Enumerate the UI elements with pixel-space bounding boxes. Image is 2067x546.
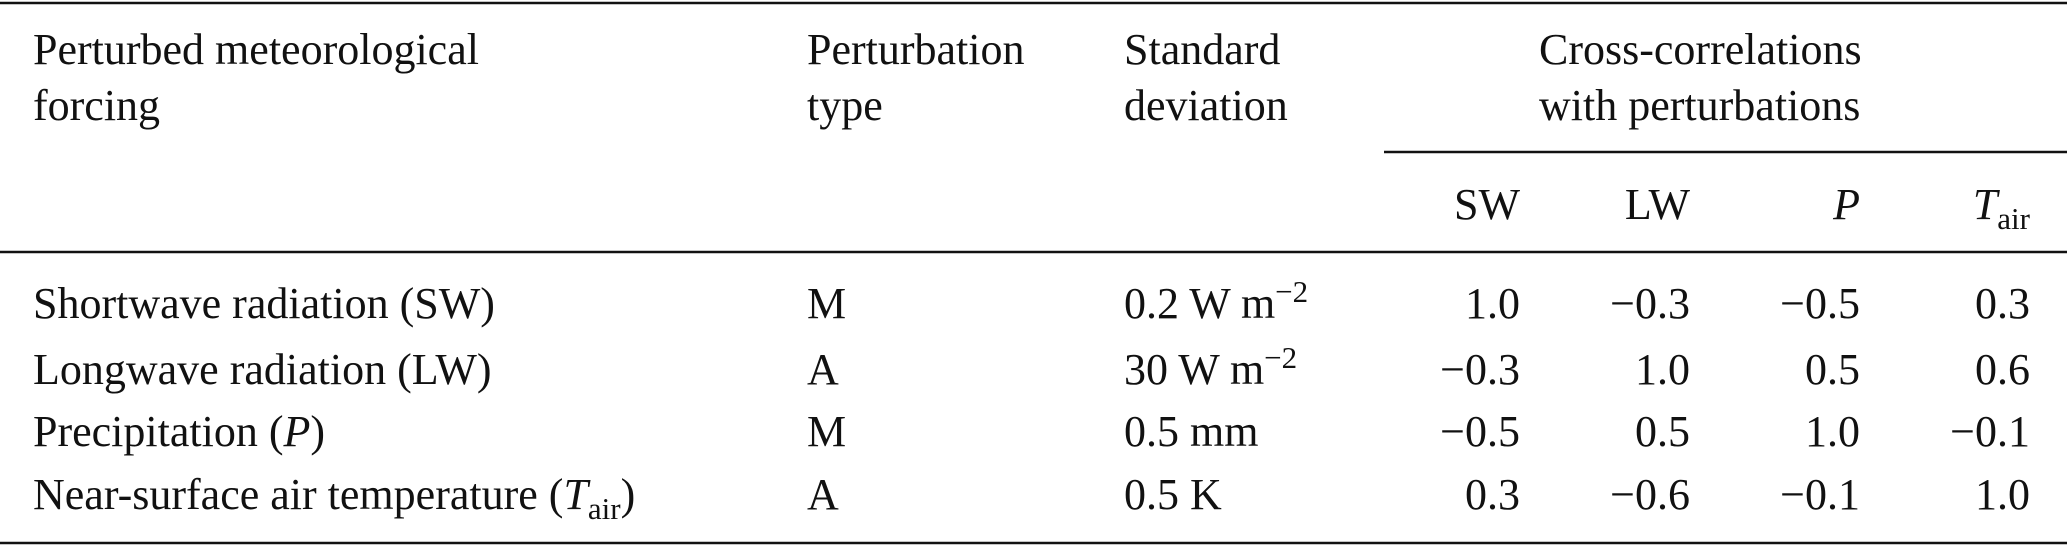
table-cell: Longwave radiation (LW) [33, 345, 492, 394]
text-segment: type [807, 81, 883, 130]
subcolumn-header: SW [1454, 180, 1520, 229]
text-segment: 0.2 W m [1124, 279, 1275, 328]
table-cell: −0.3 [1610, 279, 1690, 328]
text-segment: −2 [1275, 274, 1308, 309]
table-cell: 1.0 [1805, 407, 1860, 456]
text-segment: ) [621, 470, 636, 519]
text-segment: with perturbations [1539, 81, 1860, 130]
text-segment: 0.5 K [1124, 470, 1222, 519]
text-segment: LW [1625, 180, 1691, 229]
text-segment: 0.3 [1465, 470, 1520, 519]
column-header: Perturbation [807, 25, 1025, 74]
table-cell: Near-surface air temperature (Tair) [33, 470, 635, 526]
text-segment: −0.3 [1610, 279, 1690, 328]
subcolumn-header: Tair [1973, 180, 2031, 236]
text-segment: Longwave radiation (LW) [33, 345, 492, 394]
table-cell: −0.3 [1440, 345, 1520, 394]
table-cell: Shortwave radiation (SW) [33, 279, 495, 328]
column-header: forcing [33, 81, 160, 130]
text-segment: P [1832, 180, 1860, 229]
text-segment: deviation [1124, 81, 1288, 130]
text-segment: 0.6 [1975, 345, 2030, 394]
table-cell: 0.3 [1975, 279, 2030, 328]
table-cell: A [807, 470, 839, 519]
text-segment: −0.3 [1440, 345, 1520, 394]
text-segment: Precipitation ( [33, 407, 284, 456]
text-segment: −0.6 [1610, 470, 1690, 519]
text-segment: 1.0 [1805, 407, 1860, 456]
text-segment: Cross-correlations [1539, 25, 1862, 74]
table-cell: 0.3 [1465, 470, 1520, 519]
text-segment: Standard [1124, 25, 1280, 74]
table-cell: A [807, 345, 839, 394]
text-segment: air [588, 491, 621, 526]
text-segment: Near-surface air temperature ( [33, 470, 563, 519]
text-segment: 1.0 [1975, 470, 2030, 519]
text-segment: 0.5 [1635, 407, 1690, 456]
column-header: with perturbations [1539, 81, 1860, 130]
table-cell: −0.1 [1780, 470, 1860, 519]
table-cell: 0.5 [1635, 407, 1690, 456]
table-cell: −0.6 [1610, 470, 1690, 519]
subcolumn-header: LW [1625, 180, 1691, 229]
text-segment: Shortwave radiation (SW) [33, 279, 495, 328]
text-segment: A [807, 345, 839, 394]
table-cell: 1.0 [1635, 345, 1690, 394]
text-segment: −0.5 [1780, 279, 1860, 328]
table-cell: 0.5 K [1124, 470, 1222, 519]
table-cell: 0.5 [1805, 345, 1860, 394]
text-segment: P [283, 407, 311, 456]
column-header: type [807, 81, 883, 130]
table-cell: Precipitation (P) [33, 407, 325, 456]
table-cell: −0.1 [1950, 407, 2030, 456]
text-segment: A [807, 470, 839, 519]
text-segment: air [1997, 201, 2030, 236]
table-cell: 0.5 mm [1124, 407, 1258, 456]
table-cell: 1.0 [1465, 279, 1520, 328]
subcolumn-header: P [1832, 180, 1860, 229]
column-header: Cross-correlations [1539, 25, 1862, 74]
text-segment: 1.0 [1465, 279, 1520, 328]
text-segment: Perturbed meteorological [33, 25, 479, 74]
column-header: Perturbed meteorological [33, 25, 479, 74]
table-cell: M [807, 279, 846, 328]
text-segment: ) [310, 407, 325, 456]
table-cell: M [807, 407, 846, 456]
table-cell: 30 W m−2 [1124, 340, 1297, 394]
text-segment: 0.3 [1975, 279, 2030, 328]
text-segment: SW [1454, 180, 1520, 229]
text-segment: 0.5 [1805, 345, 1860, 394]
text-segment: −0.1 [1950, 407, 2030, 456]
text-segment: T [1973, 180, 2001, 229]
table-cell: −0.5 [1780, 279, 1860, 328]
text-segment: Perturbation [807, 25, 1025, 74]
text-segment: 1.0 [1635, 345, 1690, 394]
table-cell: 0.6 [1975, 345, 2030, 394]
text-segment: −2 [1264, 340, 1297, 375]
table-cell: −0.5 [1440, 407, 1520, 456]
text-segment: −0.5 [1440, 407, 1520, 456]
text-segment: M [807, 407, 846, 456]
column-header: deviation [1124, 81, 1288, 130]
table-cell: 1.0 [1975, 470, 2030, 519]
text-segment: 30 W m [1124, 345, 1264, 394]
text-segment: 0.5 mm [1124, 407, 1258, 456]
table-cell: 0.2 W m−2 [1124, 274, 1308, 328]
text-segment: T [563, 470, 591, 519]
text-segment: M [807, 279, 846, 328]
text-segment: −0.1 [1780, 470, 1860, 519]
text-segment: forcing [33, 81, 160, 130]
column-header: Standard [1124, 25, 1280, 74]
